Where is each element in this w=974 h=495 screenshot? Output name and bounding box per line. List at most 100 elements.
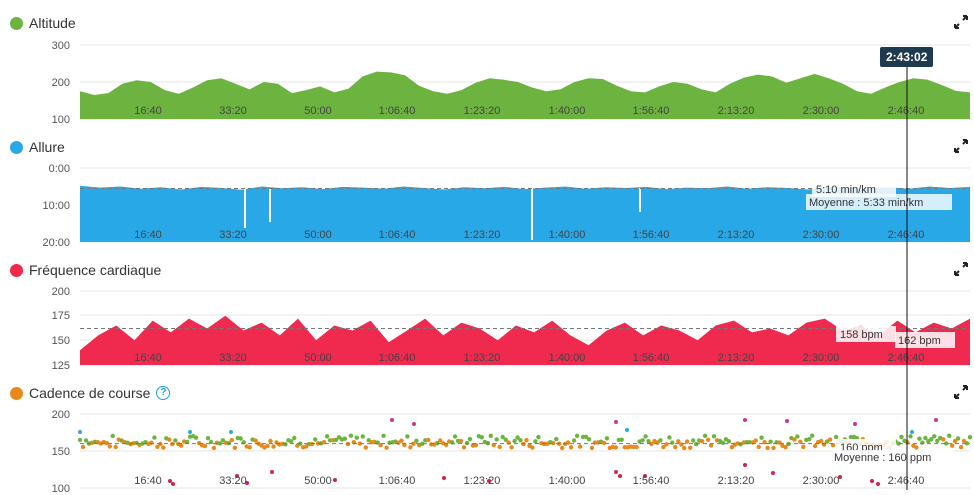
cadence-point	[363, 445, 368, 450]
altitude-header: Altitude	[10, 13, 76, 33]
altitude-title: Altitude	[29, 15, 76, 31]
cadence-point	[110, 433, 115, 439]
cadence-point	[271, 444, 276, 449]
x-tick-label: 16:40	[134, 475, 162, 487]
cadence-point	[640, 438, 645, 443]
cadence-point	[947, 433, 952, 438]
cadence-outlier	[442, 476, 446, 480]
x-tick-label: 1:56:40	[633, 352, 670, 364]
x-tick-label: 50:00	[304, 352, 332, 364]
cadence-outlier	[412, 422, 416, 426]
expand-icon[interactable]	[954, 139, 968, 153]
cadence-point	[783, 445, 788, 450]
x-tick-label: 2:13:20	[718, 475, 755, 487]
cadence-point	[268, 438, 273, 444]
cadence-point	[506, 440, 511, 445]
heart-rate-panel: Fréquence cardiaque	[0, 260, 974, 370]
cadence-point	[479, 435, 484, 440]
cadence-point	[333, 437, 339, 443]
cadence-point	[408, 445, 413, 450]
cadence-point	[961, 438, 967, 444]
expand-icon[interactable]	[954, 262, 968, 276]
cadence-point	[658, 438, 663, 443]
cadence-point	[679, 442, 684, 447]
cadence-point	[967, 435, 973, 440]
cadence-point	[399, 438, 404, 443]
cadence-point	[586, 437, 592, 442]
cadence-point	[577, 444, 583, 449]
cadence-point	[705, 437, 711, 442]
heart-rate-title: Fréquence cardiaque	[29, 262, 162, 278]
cadence-point	[914, 445, 919, 450]
cadence-point	[497, 444, 502, 450]
cadence-point	[568, 445, 574, 450]
cadence-outlier	[78, 430, 82, 434]
cadence-point	[670, 440, 675, 445]
y-tick-label: 100	[52, 114, 70, 126]
cadence-point	[702, 433, 708, 438]
cadence-outlier	[229, 430, 233, 434]
x-tick-label: 33:20	[219, 475, 247, 487]
x-tick-label: 2:46:40	[888, 105, 925, 117]
cadence-header: Cadence de course ?	[10, 383, 171, 403]
cadence-point	[708, 443, 714, 448]
cadence-point	[827, 437, 833, 442]
cursor-time-badge: 2:43:02	[880, 47, 934, 67]
cadence-point	[798, 439, 803, 444]
cadence-point	[452, 434, 458, 439]
x-tick-label: 1:06:40	[379, 105, 416, 117]
x-tick-label: 50:00	[304, 475, 332, 487]
cadence-point	[426, 437, 431, 443]
y-tick-label: 150	[52, 335, 70, 347]
cadence-point	[524, 438, 529, 443]
hr-tooltip-bg	[836, 326, 896, 342]
cadence-point	[283, 442, 288, 447]
cadence-point	[512, 438, 517, 444]
cadence-point	[673, 444, 678, 450]
cadence-outlier	[235, 474, 239, 478]
cadence-point	[438, 438, 443, 443]
y-tick-label: 0:00	[49, 163, 70, 175]
cadence-outlier	[614, 420, 618, 424]
cadence-point	[202, 443, 208, 449]
cadence-point	[77, 437, 83, 443]
expand-icon[interactable]	[954, 15, 968, 29]
cadence-point	[583, 434, 589, 439]
y-tick-label: 100	[52, 483, 70, 495]
cadence-point	[762, 440, 767, 445]
cadence-point	[167, 437, 172, 442]
pace-title: Allure	[29, 139, 65, 155]
cadence-point	[313, 437, 318, 442]
cadence-point	[634, 444, 639, 450]
x-tick-label: 1:56:40	[633, 229, 670, 241]
x-tick-label: 16:40	[134, 105, 162, 117]
expand-icon[interactable]	[954, 385, 968, 399]
pace-tooltip-value: 5:10 min/km	[816, 184, 876, 196]
cadence-point	[152, 435, 157, 440]
pace-tooltip-average: Moyenne : 5:33 min/km	[809, 197, 923, 209]
cadence-point	[932, 434, 937, 439]
cadence-point	[566, 440, 571, 445]
x-tick-label: 2:46:40	[888, 352, 925, 364]
altitude-panel: Altitude	[0, 13, 974, 123]
cadence-point	[810, 433, 815, 438]
cadence-point	[944, 441, 949, 446]
heart-rate-tooltip-average: 162 bpm	[898, 335, 941, 347]
cadence-point	[217, 441, 223, 446]
help-icon[interactable]: ?	[156, 386, 171, 400]
cadence-point	[661, 444, 666, 450]
cadence-point	[253, 438, 258, 443]
pace-legend-dot	[10, 140, 23, 154]
cadence-point	[533, 439, 538, 444]
cadence-point	[955, 436, 961, 441]
cadence-point	[664, 442, 669, 447]
cadence-outlier	[785, 419, 789, 423]
cadence-outlier	[870, 479, 874, 483]
cadence-point	[685, 439, 690, 444]
cadence-point	[461, 445, 467, 450]
cadence-point	[107, 444, 113, 449]
x-tick-label: 1:40:00	[549, 352, 586, 364]
pace-panel: Allure	[0, 137, 974, 247]
cadence-point	[795, 434, 800, 439]
